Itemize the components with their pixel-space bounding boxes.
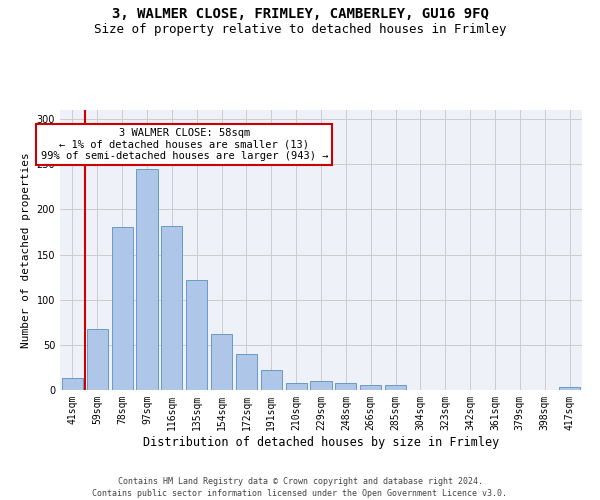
Bar bbox=[87, 328, 108, 390]
Bar bbox=[261, 370, 282, 390]
Bar bbox=[385, 386, 406, 390]
Y-axis label: Number of detached properties: Number of detached properties bbox=[21, 152, 31, 348]
Bar bbox=[62, 378, 83, 390]
Bar bbox=[136, 168, 158, 390]
Bar bbox=[286, 383, 307, 390]
Text: Size of property relative to detached houses in Frimley: Size of property relative to detached ho… bbox=[94, 22, 506, 36]
Bar bbox=[310, 381, 332, 390]
Bar bbox=[360, 384, 381, 390]
Bar bbox=[161, 226, 182, 390]
X-axis label: Distribution of detached houses by size in Frimley: Distribution of detached houses by size … bbox=[143, 436, 499, 448]
Bar bbox=[186, 280, 207, 390]
Text: Contains HM Land Registry data © Crown copyright and database right 2024.
Contai: Contains HM Land Registry data © Crown c… bbox=[92, 476, 508, 498]
Bar bbox=[112, 228, 133, 390]
Bar bbox=[335, 383, 356, 390]
Text: 3, WALMER CLOSE, FRIMLEY, CAMBERLEY, GU16 9FQ: 3, WALMER CLOSE, FRIMLEY, CAMBERLEY, GU1… bbox=[112, 8, 488, 22]
Bar bbox=[211, 334, 232, 390]
Text: 3 WALMER CLOSE: 58sqm
← 1% of detached houses are smaller (13)
99% of semi-detac: 3 WALMER CLOSE: 58sqm ← 1% of detached h… bbox=[41, 128, 328, 162]
Bar bbox=[236, 354, 257, 390]
Bar bbox=[559, 388, 580, 390]
